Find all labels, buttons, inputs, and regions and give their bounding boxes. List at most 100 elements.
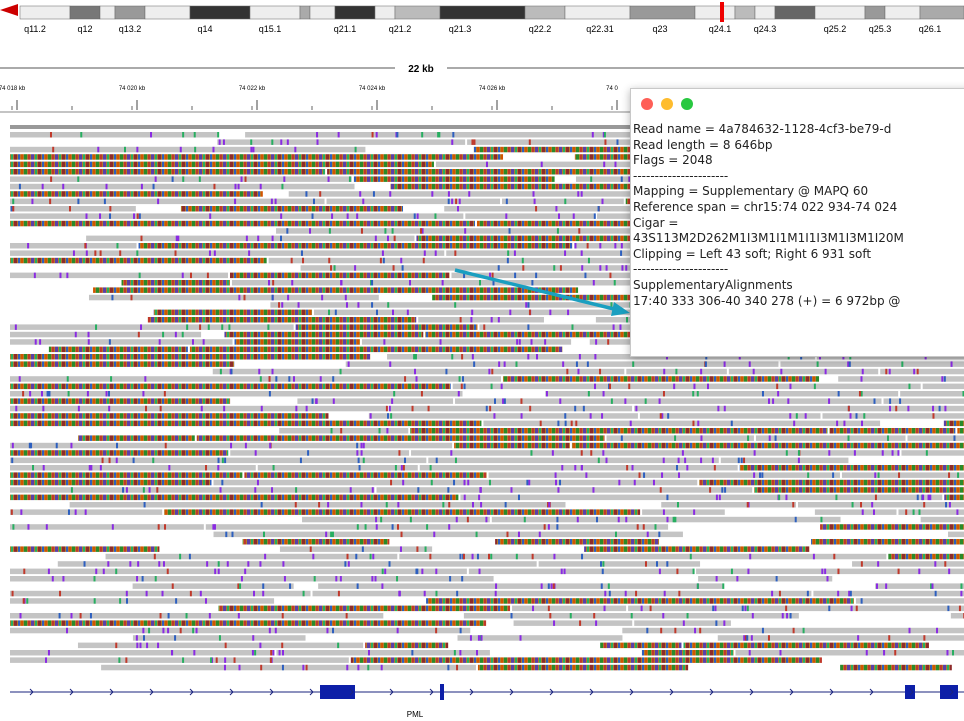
mismatch xyxy=(199,176,201,182)
band-label: q11.2 xyxy=(24,24,46,34)
mismatch xyxy=(599,243,601,249)
read xyxy=(10,576,494,582)
mismatch xyxy=(171,650,173,656)
popup-line: ---------------------- xyxy=(633,262,904,278)
read xyxy=(483,421,880,427)
mismatch xyxy=(52,147,54,153)
mismatch xyxy=(263,532,265,538)
mismatch xyxy=(250,139,252,145)
mismatch xyxy=(435,628,437,634)
mismatch xyxy=(174,635,176,641)
mismatch xyxy=(548,583,550,589)
mismatch xyxy=(546,391,548,397)
mismatch xyxy=(491,317,493,323)
read xyxy=(10,546,159,552)
read xyxy=(721,458,849,464)
mismatch xyxy=(736,576,738,582)
mismatch xyxy=(401,532,403,538)
read xyxy=(181,206,403,212)
mismatch xyxy=(203,339,205,345)
mismatch xyxy=(478,635,480,641)
close-button[interactable] xyxy=(641,98,653,110)
mismatch xyxy=(362,546,364,552)
mismatch xyxy=(172,583,174,589)
mismatch xyxy=(570,613,572,619)
mismatch xyxy=(887,435,889,441)
mismatch xyxy=(47,391,49,397)
popup-line: Read name = 4a784632-1128-4cf3-be79-d xyxy=(633,122,904,138)
mismatch xyxy=(790,613,792,619)
mismatch xyxy=(862,509,864,515)
mismatch xyxy=(180,147,182,153)
mismatch xyxy=(560,265,562,271)
mismatch xyxy=(360,443,362,449)
span-label: 22 kb xyxy=(408,64,434,75)
mismatch xyxy=(448,502,450,508)
mismatch xyxy=(956,509,958,515)
mismatch xyxy=(467,480,469,486)
read xyxy=(718,635,964,641)
mismatch xyxy=(480,502,482,508)
mismatch xyxy=(312,213,314,219)
mismatch xyxy=(565,421,567,427)
mismatch xyxy=(272,369,274,375)
mismatch xyxy=(220,487,222,493)
mismatch xyxy=(525,302,527,308)
mismatch xyxy=(175,332,177,338)
minimize-button[interactable] xyxy=(661,98,673,110)
ruler-label: 74 020 kb xyxy=(119,86,146,92)
read xyxy=(224,332,423,338)
mismatch xyxy=(136,147,138,153)
mismatch xyxy=(532,606,534,612)
mismatch xyxy=(621,243,623,249)
mismatch xyxy=(153,184,155,190)
mismatch xyxy=(645,398,647,404)
mismatch xyxy=(129,561,131,567)
read xyxy=(214,532,683,538)
mismatch xyxy=(424,250,426,256)
ruler-label: 74 022 kb xyxy=(239,86,266,92)
mismatch xyxy=(662,613,664,619)
mismatch xyxy=(284,576,286,582)
mismatch xyxy=(56,443,58,449)
mismatch xyxy=(463,554,465,560)
mismatch xyxy=(270,657,272,663)
mismatch xyxy=(595,339,597,345)
mismatch xyxy=(260,665,262,671)
mismatch xyxy=(742,606,744,612)
mismatch xyxy=(397,628,399,634)
mismatch xyxy=(314,576,316,582)
mismatch xyxy=(751,635,753,641)
mismatch xyxy=(390,480,392,486)
mismatch xyxy=(753,472,755,478)
mismatch xyxy=(524,517,526,523)
mismatch xyxy=(639,472,641,478)
mismatch xyxy=(62,184,64,190)
mismatch xyxy=(331,213,333,219)
read xyxy=(944,421,964,427)
mismatch xyxy=(663,509,665,515)
mismatch xyxy=(214,569,216,575)
mismatch xyxy=(224,657,226,663)
mismatch xyxy=(167,628,169,634)
zoom-button[interactable] xyxy=(681,98,693,110)
mismatch xyxy=(527,354,529,360)
mismatch xyxy=(167,569,169,575)
mismatch xyxy=(417,213,419,219)
mismatch xyxy=(22,391,24,397)
mismatch xyxy=(94,250,96,256)
read xyxy=(10,598,274,604)
mismatch xyxy=(529,310,531,316)
mismatch xyxy=(12,524,14,530)
mismatch xyxy=(495,591,497,597)
mismatch xyxy=(396,132,398,138)
mismatch xyxy=(424,591,426,597)
mismatch xyxy=(557,228,559,234)
mismatch xyxy=(346,302,348,308)
read xyxy=(10,569,467,575)
mismatch xyxy=(387,302,389,308)
mismatch xyxy=(631,613,633,619)
read xyxy=(296,324,478,330)
mismatch xyxy=(456,665,458,671)
read xyxy=(454,443,570,449)
